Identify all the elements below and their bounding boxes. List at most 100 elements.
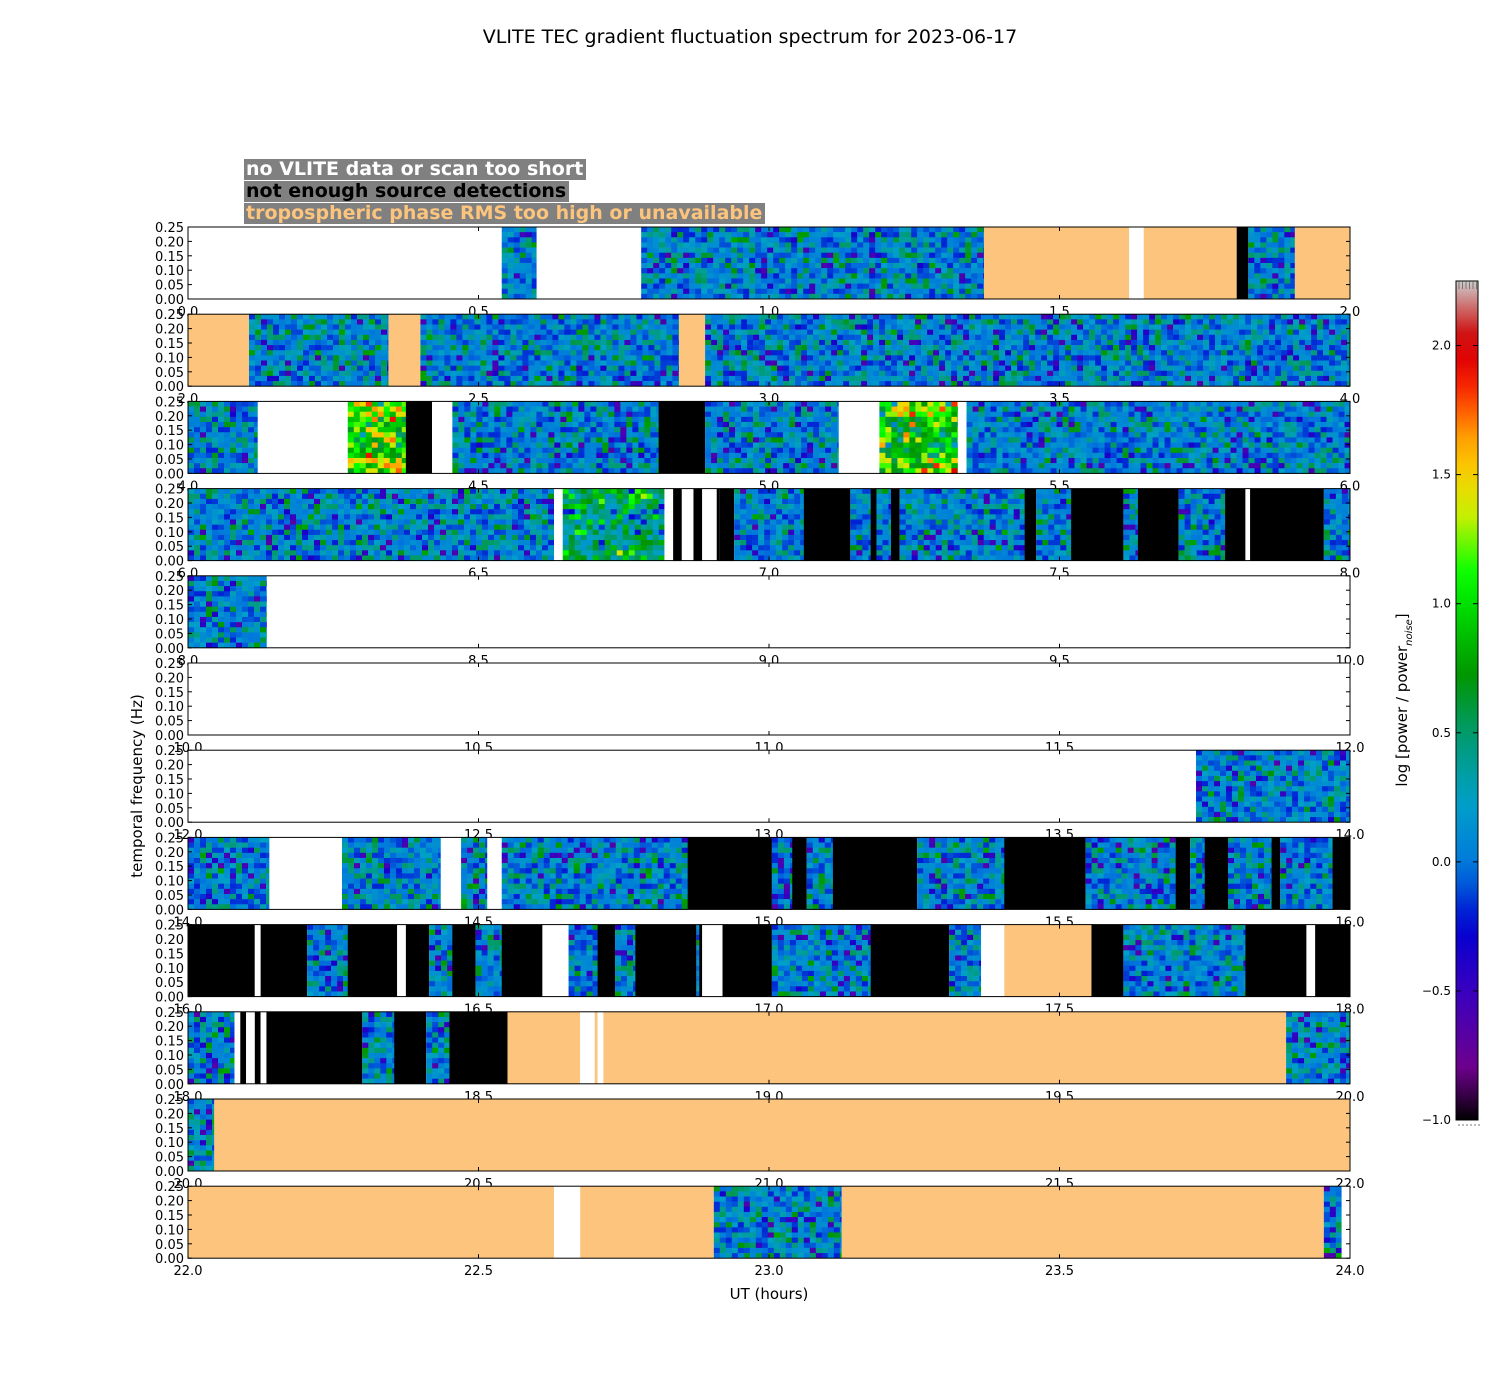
tan-segment: [678, 314, 706, 387]
data-segment: [1323, 488, 1351, 561]
black-segment: [240, 1011, 247, 1084]
data-segment: [641, 227, 985, 300]
y-tick-label: 0.10: [155, 1049, 184, 1064]
y-tick-label: 0.20: [155, 846, 184, 861]
y-tick-label: 0.20: [155, 410, 184, 425]
y-tick-label: 0.15: [155, 250, 184, 265]
black-segment: [1271, 837, 1281, 910]
white-segment: [254, 924, 261, 997]
data-segment: [899, 488, 1025, 561]
panel-2: 0.000.050.100.150.200.252.0 2.5 3.0 3.5 4.0: [155, 308, 1360, 407]
y-tick-label: 0.25: [155, 1180, 184, 1195]
y-tick-label: 0.05: [155, 366, 184, 381]
y-tick-label: 0.10: [155, 1223, 184, 1238]
data-segment: [705, 401, 840, 474]
y-tick-label: 0.10: [155, 439, 184, 454]
black-segment: [635, 924, 697, 997]
y-axis-label: temporal frequency (Hz): [128, 694, 146, 878]
white-segment: [246, 1011, 255, 1084]
data-segment: [362, 1011, 395, 1085]
data-segment: [705, 314, 1351, 387]
chart-title: VLITE TEC gradient fluctuation spectrum …: [483, 26, 1017, 48]
data-segment: [949, 924, 982, 997]
black-segment: [1204, 837, 1228, 910]
black-segment: [1225, 488, 1246, 561]
x-tick-label: 23.5: [1045, 1264, 1074, 1279]
tan-segment: [594, 1011, 598, 1084]
black-segment: [1332, 837, 1350, 910]
white-segment: [957, 401, 967, 474]
black-segment: [501, 924, 543, 997]
tan-segment: [1143, 227, 1237, 299]
y-tick-label: 0.05: [155, 1151, 184, 1166]
white-segment: [432, 401, 453, 474]
y-tick-label: 0.25: [155, 1093, 184, 1108]
y-tick-label: 0.25: [155, 308, 184, 323]
data-segment: [452, 401, 659, 474]
y-tick-label: 0.25: [155, 831, 184, 846]
colorbar-tick-label: −0.5: [1422, 984, 1451, 998]
y-tick-label: 0.15: [155, 511, 184, 526]
tan-segment: [388, 314, 421, 387]
black-segment: [266, 1011, 363, 1084]
panel-12: 0.000.050.100.150.200.25 22.0 22.5 23.0 23.5…: [155, 1180, 1364, 1279]
black-segment: [1250, 488, 1324, 561]
black-segment: [405, 401, 433, 474]
y-tick-label: 0.00: [155, 555, 184, 570]
colorbar-tick-label: 1.5: [1432, 468, 1451, 482]
data-segment: [420, 314, 680, 387]
x-tick-label: 23.0: [755, 1264, 784, 1279]
data-segment: [426, 1011, 450, 1085]
data-segment: [1036, 488, 1072, 561]
white-segment: [702, 924, 723, 997]
y-tick-label: 0.15: [155, 424, 184, 439]
y-tick-label: 0.15: [155, 860, 184, 875]
y-tick-label: 0.00: [155, 1165, 184, 1180]
white-segment: [554, 488, 563, 561]
data-segment: [188, 575, 267, 649]
colorbar-gradient: [1455, 280, 1479, 1121]
data-segment: [917, 837, 1005, 910]
white-segment: [487, 837, 502, 910]
y-tick-label: 0.20: [155, 235, 184, 250]
y-tick-label: 0.00: [155, 467, 184, 482]
black-segment: [687, 837, 772, 910]
panel-4: 0.000.050.100.150.200.256.0 6.5 7.0 7.5 8.0: [155, 483, 1360, 582]
white-segment: [1306, 924, 1316, 997]
data-segment: [501, 837, 688, 910]
black-segment: [1071, 488, 1124, 561]
data-segment: [1123, 924, 1246, 997]
white-segment: [554, 1186, 581, 1259]
white-segment: [597, 1011, 604, 1084]
data-segment: [429, 924, 453, 997]
white-segment: [257, 401, 348, 474]
y-tick-label: 0.00: [155, 991, 184, 1006]
y-tick-label: 0.20: [155, 584, 184, 599]
data-segment: [713, 1186, 842, 1259]
white-segment: [440, 837, 462, 910]
data-segment: [341, 837, 442, 910]
black-segment: [716, 488, 720, 561]
white-segment: [1245, 488, 1251, 561]
black-segment: [1236, 227, 1249, 299]
y-tick-label: 0.00: [155, 1078, 184, 1093]
colorbar-tick-label: 2.0: [1432, 339, 1451, 353]
white-segment: [260, 1011, 267, 1084]
y-tick-label: 0.15: [155, 773, 184, 788]
data-segment: [188, 488, 555, 561]
data-segment: [1323, 1186, 1342, 1259]
black-segment: [891, 488, 900, 561]
tan-segment: [580, 1186, 714, 1259]
data-segment: [461, 837, 488, 910]
y-tick-label: 0.25: [155, 570, 184, 585]
white-segment: [702, 488, 717, 561]
black-segment: [1137, 488, 1179, 561]
y-tick-label: 0.10: [155, 526, 184, 541]
x-tick-label: 24.0: [1336, 1264, 1365, 1279]
data-segment: [806, 837, 834, 910]
white-segment: [838, 401, 880, 474]
